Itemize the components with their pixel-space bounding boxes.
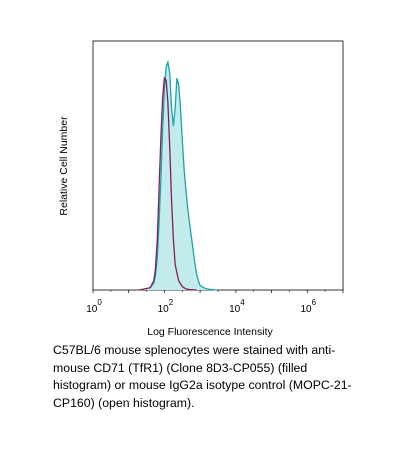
x-tick-label: 100 <box>86 298 102 315</box>
x-tick-label: 104 <box>229 298 245 315</box>
filled-histogram-area <box>139 62 218 290</box>
open-histogram-line <box>139 76 197 291</box>
plot-frame <box>92 40 344 291</box>
x-ticks: 100 102 104 106 <box>86 290 344 315</box>
series-layer <box>139 59 218 291</box>
x-axis-label: Log Fluorescence Intensity <box>147 326 273 338</box>
y-axis-label: Relative Cell Number <box>58 116 70 216</box>
x-tick-label: 102 <box>158 298 174 315</box>
filled-histogram-line <box>139 59 218 291</box>
figure-caption: C57BL/6 mouse splenocytes were stained w… <box>53 343 352 410</box>
x-tick-label: 106 <box>301 298 317 315</box>
